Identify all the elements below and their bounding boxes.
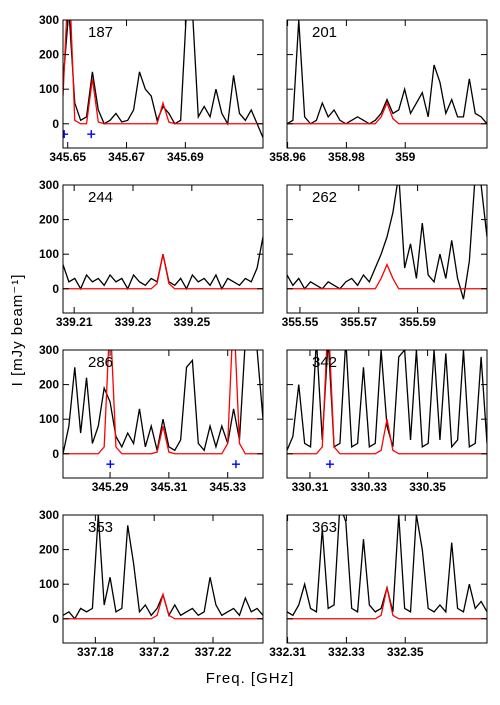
panel: 332.31 332.33 332.35 363	[269, 514, 488, 659]
plot-area	[287, 350, 487, 469]
spectrum-line	[287, 350, 487, 455]
plot-frame	[62, 184, 264, 314]
spectrum-line	[287, 350, 487, 451]
y-tick-label: 100	[39, 412, 59, 426]
panel-title: 201	[312, 24, 337, 41]
panel-title: 353	[88, 519, 113, 536]
plot-area	[63, 236, 263, 291]
plot-area	[287, 20, 487, 125]
y-tick-label: 0	[52, 117, 59, 131]
marker	[231, 460, 240, 469]
y-tick-label: 200	[39, 378, 59, 392]
marker	[63, 130, 69, 139]
x-tick-label: 355.55	[282, 315, 319, 329]
spectrum-line	[287, 20, 487, 125]
x-tick-label: 345.65	[49, 150, 86, 164]
x-tick-label: 332.31	[269, 645, 306, 659]
plot-frame	[62, 19, 264, 149]
panel: 330.31 330.33 330.35 342	[286, 349, 488, 494]
y-tick-label: 200	[39, 543, 59, 557]
y-tick-label: 300	[39, 178, 59, 192]
plot-frame	[286, 19, 488, 149]
spectrum-line	[63, 20, 263, 125]
marker	[325, 460, 334, 469]
x-tick-label: 332.35	[387, 645, 424, 659]
marker	[106, 460, 115, 469]
x-tick-label: 337.22	[195, 645, 232, 659]
x-tick-label: 345.33	[209, 480, 246, 494]
plot-frame	[62, 514, 264, 644]
x-tick-label: 330.35	[409, 480, 446, 494]
panel-title: 363	[312, 519, 337, 536]
x-tick-label: 332.33	[328, 645, 365, 659]
plot-area	[63, 350, 263, 469]
x-tick-label: 355.59	[399, 315, 436, 329]
x-tick-label: 355.57	[340, 315, 377, 329]
x-tick-label: 345.67	[108, 150, 145, 164]
plot-area	[63, 515, 263, 620]
spectrum-line	[63, 350, 263, 454]
x-tick-label: 358.96	[269, 150, 306, 164]
plot-frame	[62, 349, 264, 479]
y-tick-label: 0	[52, 447, 59, 461]
y-tick-label: 0	[52, 612, 59, 626]
spectrum-line	[63, 350, 263, 455]
panel-title: 342	[312, 354, 337, 371]
spectrum-line	[287, 101, 487, 125]
spectrum-line	[63, 20, 263, 138]
x-tick-label: 330.33	[350, 480, 387, 494]
x-tick-label: 337.2	[139, 645, 169, 659]
panel: 355.55 355.57 355.59 262	[282, 184, 488, 329]
y-axis-label: I [mJy beam⁻¹]	[9, 274, 26, 387]
plot-frame	[286, 349, 488, 479]
panel: 0 100 200 300 345.65 345.67 345.69 187	[39, 13, 264, 164]
y-tick-label: 100	[39, 247, 59, 261]
spectrum-line	[63, 236, 263, 291]
x-tick-label: 358.98	[328, 150, 365, 164]
x-tick-label: 339.21	[56, 315, 93, 329]
y-tick-label: 100	[39, 82, 59, 96]
panel: 0 100 200 300 339.21 339.23 339.25 244	[39, 178, 264, 329]
plot-frame	[286, 184, 488, 314]
spectrum-line	[63, 254, 263, 290]
x-tick-label: 345.29	[92, 480, 129, 494]
y-tick-label: 300	[39, 508, 59, 522]
panel-title: 262	[312, 189, 337, 206]
y-tick-label: 200	[39, 48, 59, 62]
plot-frame	[286, 514, 488, 644]
x-tick-label: 339.23	[115, 315, 152, 329]
y-tick-label: 100	[39, 577, 59, 591]
panel-title: 244	[88, 189, 113, 206]
spectrum-line	[287, 587, 487, 620]
x-tick-label: 337.18	[77, 645, 114, 659]
y-tick-label: 0	[52, 282, 59, 296]
x-tick-label: 345.69	[167, 150, 204, 164]
panel: 0 100 200 300 337.18 337.2 337.22 353	[39, 508, 264, 659]
spectrum-line	[287, 185, 487, 300]
x-tick-label: 359	[395, 150, 415, 164]
panel: 358.96 358.98 359 201	[269, 19, 488, 164]
x-tick-label: 339.25	[173, 315, 210, 329]
y-tick-label: 300	[39, 13, 59, 27]
plot-area	[287, 185, 487, 300]
panel: 0 100 200 300 345.29 345.31 345.33 286	[39, 343, 264, 494]
x-tick-label: 330.31	[292, 480, 329, 494]
marker	[87, 130, 96, 139]
plot-area	[287, 515, 487, 620]
panel-title: 187	[88, 24, 113, 41]
x-tick-label: 345.31	[151, 480, 188, 494]
plot-area	[63, 20, 263, 139]
spectrum-line	[287, 262, 487, 290]
spectrum-line	[63, 592, 263, 620]
x-axis-label: Freq. [GHz]	[206, 670, 295, 687]
y-tick-label: 300	[39, 343, 59, 357]
panel-title: 286	[88, 354, 113, 371]
y-tick-label: 200	[39, 213, 59, 227]
